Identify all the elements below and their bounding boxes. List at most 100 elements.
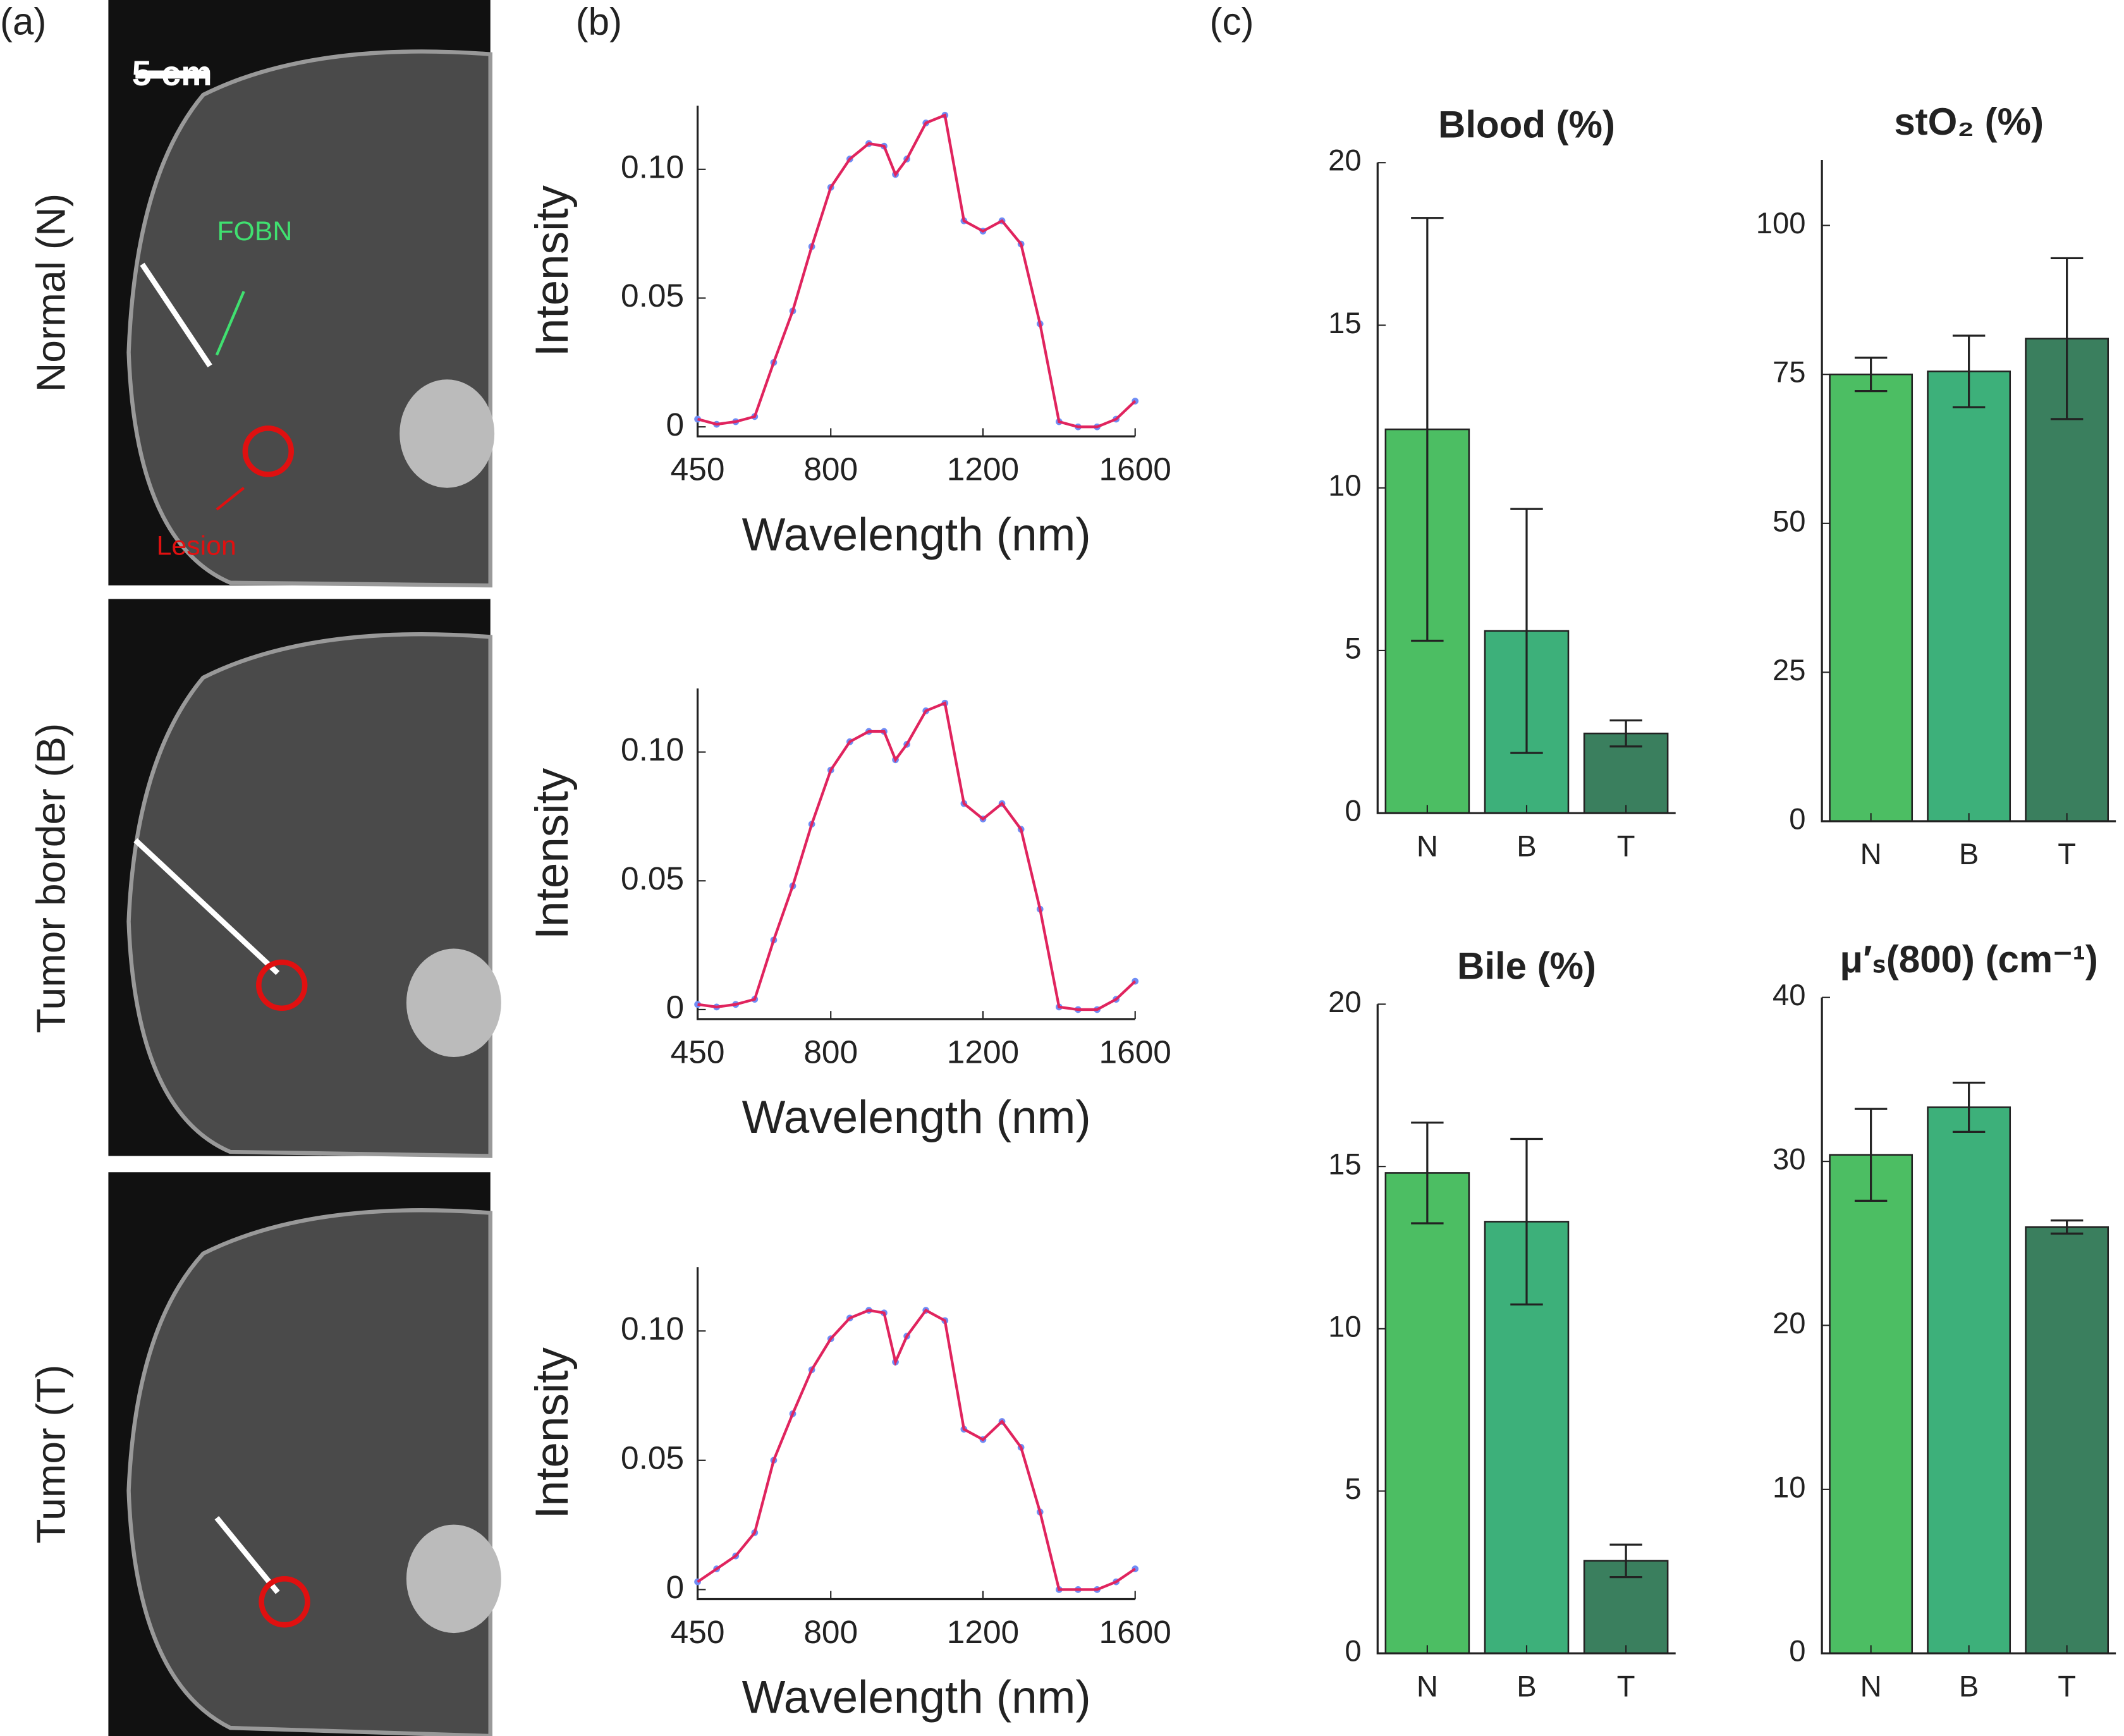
- image-label: Tumor (T): [28, 1364, 74, 1543]
- bar: [1927, 1106, 2011, 1654]
- y-tick-label: 10: [1328, 468, 1361, 502]
- x-tick-label: 800: [803, 1033, 858, 1070]
- x-tick-label: B: [1959, 1669, 1979, 1702]
- y-tick-label: 15: [1328, 306, 1361, 339]
- x-tick-label: B: [1959, 837, 1979, 871]
- y-axis-label: Intensity: [527, 1347, 578, 1519]
- axis: [1376, 162, 1676, 814]
- chart-title: Blood (%): [1438, 103, 1615, 145]
- error-bar: [1952, 334, 1986, 408]
- x-tick-label: B: [1517, 1669, 1536, 1702]
- ct-image: 5 cm FOBN Lesion: [108, 0, 495, 588]
- y-tick-label: 0.10: [621, 1310, 684, 1347]
- y-tick-label: 15: [1328, 1147, 1361, 1181]
- x-tick-label: 1200: [947, 1613, 1019, 1650]
- error-bar: [1609, 719, 1642, 748]
- y-tick-label: 10: [1328, 1309, 1361, 1343]
- error-bar: [1609, 1543, 1642, 1579]
- chart-title: Bile (%): [1457, 945, 1596, 987]
- y-tick-label: 25: [1773, 653, 1805, 687]
- x-axis-label: Wavelength (nm): [742, 509, 1091, 560]
- panel-label: (a): [0, 0, 46, 42]
- error-bar: [1411, 217, 1444, 642]
- y-tick-label: 0: [1789, 802, 1805, 835]
- x-tick-label: T: [2058, 1669, 2076, 1702]
- line: [697, 113, 1137, 429]
- y-axis-label: Intensity: [527, 185, 578, 357]
- chart-title: μ′ₛ(800) (cm⁻¹): [1840, 938, 2097, 981]
- x-tick-label: 1600: [1099, 1033, 1171, 1070]
- axis: [696, 1267, 1135, 1601]
- x-tick-label: 1600: [1099, 1613, 1171, 1650]
- ct-image: [108, 599, 501, 1158]
- x-axis-label: Wavelength (nm): [742, 1092, 1091, 1143]
- x-tick-label: 450: [671, 1613, 725, 1650]
- y-tick-label: 100: [1756, 206, 1806, 240]
- x-tick-label: N: [1417, 829, 1438, 862]
- y-tick-label: 30: [1773, 1142, 1805, 1176]
- chart-title: stO₂ (%): [1894, 101, 2044, 143]
- line: [697, 1308, 1136, 1591]
- y-tick-label: 75: [1773, 355, 1805, 389]
- image-label: Normal (N): [28, 193, 74, 392]
- image-label: Tumor border (B): [28, 723, 74, 1034]
- lesion-label: Lesion: [157, 530, 236, 561]
- error-bar: [1854, 357, 1888, 393]
- bar: [1829, 373, 1913, 822]
- y-tick-label: 0: [666, 989, 685, 1025]
- error-bar: [1854, 1108, 1888, 1202]
- x-tick-label: 1600: [1099, 451, 1171, 487]
- x-tick-label: T: [1617, 829, 1635, 862]
- y-tick-label: 0: [1345, 1634, 1361, 1668]
- axis: [696, 106, 1135, 437]
- y-tick-label: 0.10: [621, 148, 684, 185]
- bar: [1829, 1154, 1913, 1654]
- y-tick-label: 5: [1345, 631, 1361, 664]
- needle-label: FOBN: [217, 216, 292, 247]
- scale-bar-label: 5 cm: [132, 54, 212, 93]
- y-tick-label: 0.10: [621, 731, 684, 767]
- bar: [2025, 1226, 2109, 1654]
- x-tick-label: N: [1860, 1669, 1882, 1702]
- y-tick-label: 0: [666, 1568, 685, 1605]
- x-tick-label: 1200: [947, 1033, 1019, 1070]
- y-tick-label: 10: [1773, 1470, 1805, 1503]
- y-tick-label: 0.05: [621, 860, 684, 896]
- panel-label: (b): [576, 0, 622, 42]
- x-tick-label: 450: [671, 451, 725, 487]
- error-bar: [1952, 1081, 1986, 1134]
- y-tick-label: 5: [1345, 1472, 1361, 1505]
- x-tick-label: N: [1860, 837, 1882, 871]
- y-axis-label: Intensity: [527, 767, 578, 939]
- error-bar: [1510, 508, 1543, 754]
- y-tick-label: 0: [1345, 794, 1361, 828]
- y-tick-label: 0.05: [621, 277, 684, 314]
- error-bar: [1510, 1137, 1543, 1305]
- x-tick-label: 800: [803, 1613, 858, 1650]
- error-bar: [2050, 1219, 2084, 1235]
- y-tick-label: 0: [1789, 1634, 1805, 1668]
- y-tick-label: 20: [1328, 144, 1361, 177]
- error-bar: [2050, 257, 2084, 420]
- ct-image: [108, 1172, 501, 1736]
- axis: [1376, 1004, 1676, 1654]
- x-tick-label: 1200: [947, 451, 1019, 487]
- bar: [1384, 1172, 1470, 1654]
- y-tick-label: 20: [1328, 985, 1361, 1018]
- y-tick-label: 20: [1773, 1306, 1805, 1340]
- x-tick-label: T: [1617, 1669, 1635, 1702]
- bar: [1927, 370, 2011, 822]
- y-tick-label: 50: [1773, 504, 1805, 537]
- x-axis-label: Wavelength (nm): [742, 1672, 1091, 1723]
- line: [697, 701, 1137, 1012]
- x-tick-label: 800: [803, 451, 858, 487]
- x-tick-label: T: [2058, 837, 2076, 871]
- y-tick-label: 40: [1773, 978, 1805, 1012]
- x-tick-label: N: [1417, 1669, 1438, 1702]
- y-tick-label: 0: [666, 406, 685, 443]
- error-bar: [1411, 1122, 1444, 1225]
- x-tick-label: 450: [671, 1033, 725, 1070]
- y-tick-label: 0.05: [621, 1439, 684, 1476]
